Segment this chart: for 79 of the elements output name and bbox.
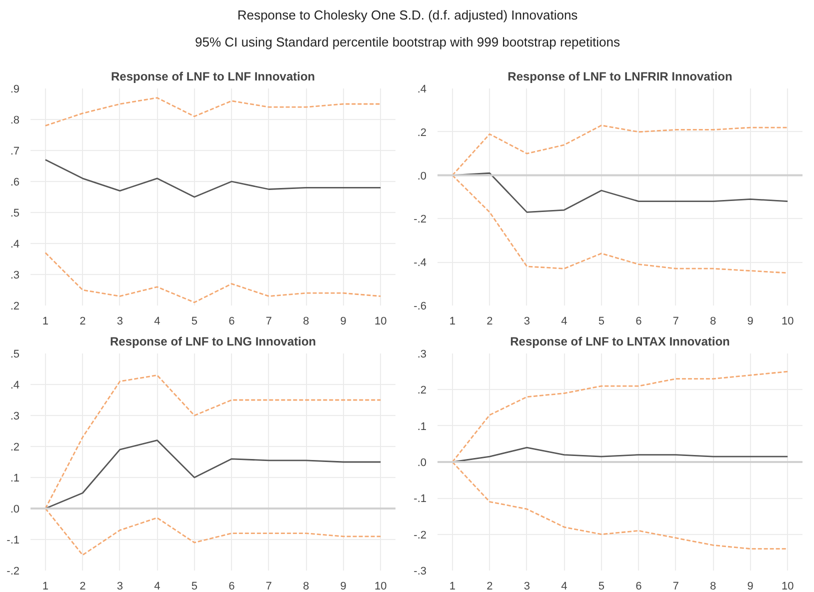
y-tick-label: .1 — [10, 472, 20, 484]
y-tick-label: -.4 — [414, 257, 427, 270]
x-tick-label: 7 — [266, 580, 272, 592]
x-tick-label: 3 — [524, 580, 530, 592]
x-tick-label: 10 — [374, 316, 387, 328]
x-tick-label: 1 — [449, 580, 456, 592]
y-tick-label: .8 — [10, 114, 20, 126]
x-tick-label: 6 — [228, 316, 235, 328]
x-tick-label: 6 — [228, 580, 235, 592]
y-tick-label: .5 — [10, 208, 20, 220]
y-tick-label: .2 — [10, 300, 20, 312]
line-series — [44, 97, 382, 126]
x-tick-label: 4 — [561, 580, 568, 592]
line-series — [44, 440, 382, 510]
y-tick-label: .2 — [417, 126, 427, 139]
y-tick-label: -.1 — [6, 534, 20, 546]
x-tick-label: 2 — [486, 580, 493, 592]
x-tick-label: 4 — [154, 316, 160, 328]
x-tick-label: 4 — [154, 580, 160, 592]
y-tick-label: .7 — [10, 146, 20, 158]
y-tick-label: .4 — [417, 84, 427, 96]
y-tick-label: -.3 — [414, 566, 427, 578]
x-tick-label: 8 — [710, 580, 716, 592]
y-tick-label: .9 — [10, 84, 20, 96]
x-tick-label: 10 — [781, 316, 794, 328]
y-tick-label: .1 — [417, 420, 427, 433]
x-tick-label: 1 — [42, 580, 48, 592]
x-tick-label: 2 — [80, 316, 86, 328]
y-tick-label: .0 — [417, 170, 427, 182]
y-tick-label: .2 — [10, 442, 20, 454]
line-series — [44, 159, 382, 198]
x-tick-label: 10 — [374, 580, 387, 592]
y-tick-label: .3 — [10, 270, 20, 282]
x-tick-label: 9 — [747, 580, 754, 592]
x-tick-label: 6 — [636, 580, 642, 592]
y-tick-label: .4 — [10, 380, 20, 392]
y-tick-label: -.2 — [414, 214, 427, 226]
x-tick-label: 3 — [116, 580, 123, 592]
x-tick-label: 2 — [80, 580, 86, 592]
y-tick-label: -.2 — [414, 529, 427, 542]
x-tick-label: 5 — [191, 316, 198, 328]
y-tick-label: .0 — [10, 504, 20, 516]
text: Response to Cholesky One S.D. (d.f. adjusted) Innovations — [237, 8, 578, 22]
x-tick-label: 5 — [598, 316, 604, 328]
chart-title: Response of LNF to LNG Innovation — [110, 334, 316, 348]
chart-title: Response of LNF to LNTAX Innovation — [510, 334, 730, 348]
y-tick-label: .4 — [10, 238, 20, 250]
x-tick-label: 3 — [524, 316, 530, 328]
x-tick-label: 3 — [116, 316, 123, 328]
x-tick-label: 1 — [42, 316, 48, 328]
x-tick-label: 7 — [672, 580, 679, 592]
x-tick-label: 5 — [598, 580, 604, 592]
x-tick-label: 7 — [672, 316, 679, 328]
y-tick-label: .0 — [417, 457, 427, 469]
text: 95% CI using Standard percentile bootstrap with 999 bootstrap repetitions — [195, 34, 620, 50]
x-tick-label: 2 — [486, 316, 493, 328]
y-tick-label: .3 — [417, 348, 427, 360]
x-tick-label: 9 — [747, 316, 754, 328]
y-tick-label: .5 — [10, 348, 20, 360]
chart-title: Response of LNF to LNFRIR Innovation — [508, 70, 732, 84]
x-tick-label: 7 — [266, 316, 272, 328]
x-tick-label: 8 — [710, 316, 716, 328]
x-tick-label: 10 — [781, 580, 794, 592]
line-series — [44, 252, 382, 304]
x-tick-label: 1 — [449, 316, 456, 328]
y-tick-label: .6 — [10, 176, 20, 188]
x-tick-label: 9 — [340, 316, 346, 328]
x-tick-label: 5 — [191, 580, 198, 592]
x-tick-label: 9 — [340, 580, 346, 592]
chart-title: Response of LNF to LNF Innovation — [111, 70, 316, 84]
y-tick-label: -.6 — [414, 300, 427, 312]
y-tick-label: .2 — [417, 384, 427, 397]
y-tick-label: .3 — [10, 410, 20, 422]
x-tick-label: 4 — [561, 316, 568, 328]
y-tick-label: -.1 — [414, 493, 427, 506]
x-tick-label: 8 — [303, 580, 310, 592]
y-tick-label: -.2 — [6, 566, 20, 578]
x-tick-label: 6 — [636, 316, 642, 328]
x-tick-label: 8 — [303, 316, 310, 328]
